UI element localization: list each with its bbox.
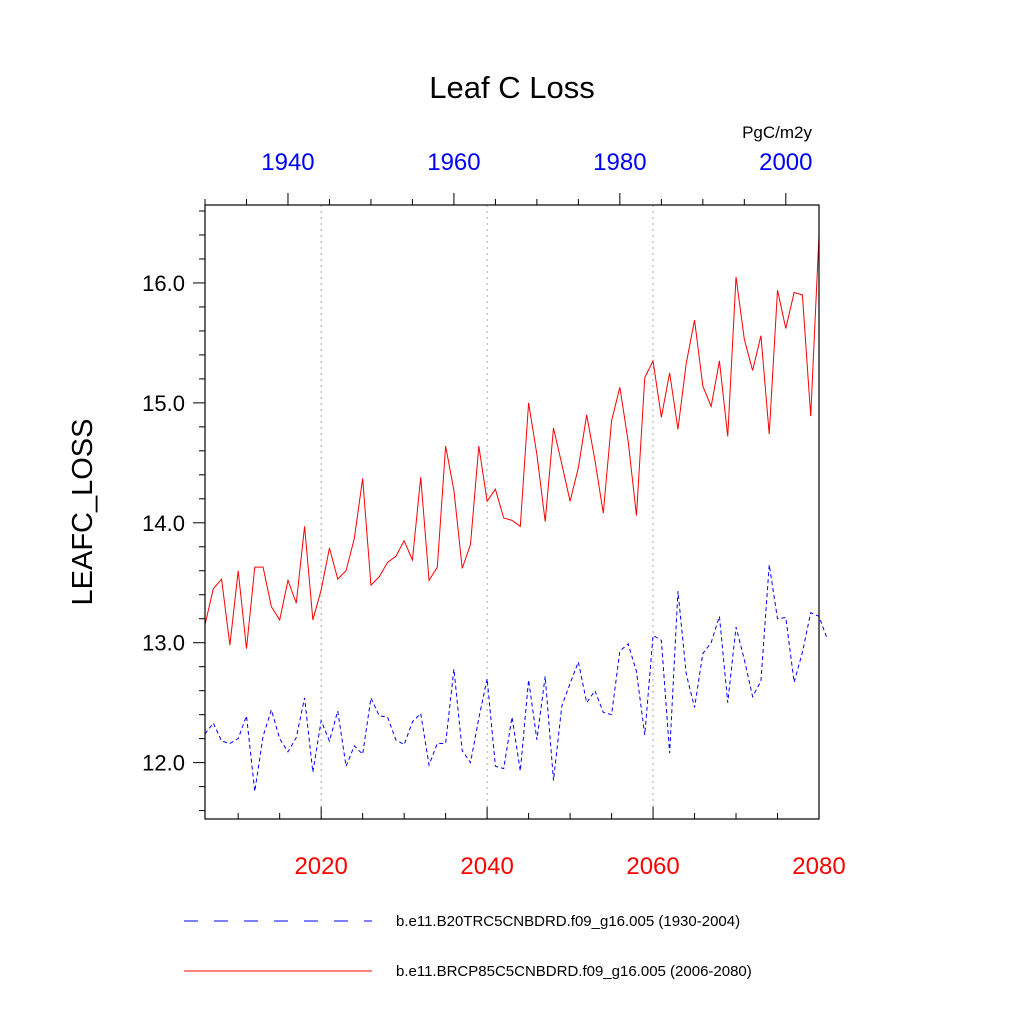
plot-frame <box>204 204 820 820</box>
series-lines <box>204 234 828 792</box>
y-tick-label: 14.0 <box>142 511 185 536</box>
x-top-tick-label: 1980 <box>593 149 646 176</box>
grid-lines <box>320 205 654 819</box>
x-bottom-tick-label: 2060 <box>626 853 679 880</box>
y-tick-label: 12.0 <box>142 751 185 776</box>
units-label: PgC/m2y <box>742 123 812 142</box>
series-line-historical <box>204 564 828 792</box>
y-tick-label: 16.0 <box>142 271 185 296</box>
y-axis-label: LEAFC_LOSS <box>67 419 99 606</box>
series-line-future <box>204 234 820 649</box>
x-top-tick-label: 1960 <box>427 149 480 176</box>
chart-title: Leaf C Loss <box>429 70 594 105</box>
y-tick-label: 13.0 <box>142 631 185 656</box>
x-top-tick-label: 2000 <box>759 149 812 176</box>
y-tick-label: 15.0 <box>142 391 185 416</box>
x-bottom-tick-label: 2080 <box>792 853 845 880</box>
x-bottom-tick-label: 2040 <box>460 853 513 880</box>
x-bottom-tick-label: 2020 <box>294 853 347 880</box>
legend: b.e11.B20TRC5CNBDRD.f09_g16.005 (1930-20… <box>184 913 752 980</box>
axes: 12.0 13.0 14.0 15.0 16.0 2020 2040 2060 2080 1940… <box>142 149 846 880</box>
legend-label-historical: b.e11.B20TRC5CNBDRD.f09_g16.005 (1930-20… <box>396 913 740 930</box>
x-top-tick-label: 1940 <box>261 149 314 176</box>
legend-label-future: b.e11.BRCP85C5CNBDRD.f09_g16.005 (2006-2… <box>396 963 752 980</box>
